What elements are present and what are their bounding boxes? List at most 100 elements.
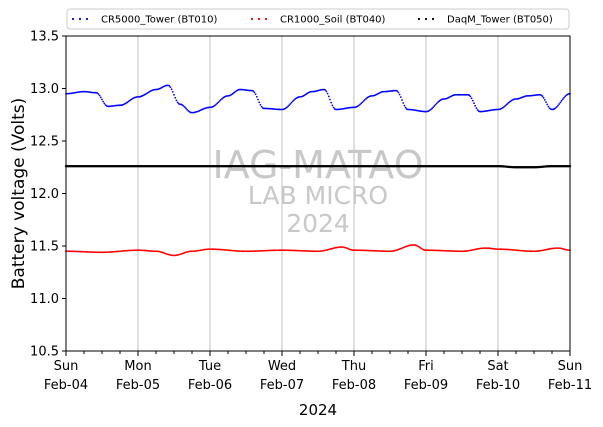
data-point (332, 106, 335, 109)
data-point (365, 97, 367, 100)
data-point (171, 90, 174, 93)
data-point (554, 107, 557, 109)
legend-label-cr1000: CR1000_Soil (BT040) (280, 15, 386, 26)
data-point (396, 90, 399, 92)
series-cr5000-tower-bt010- (65, 84, 571, 114)
data-point (104, 104, 107, 106)
data-point (431, 107, 433, 110)
legend-label-daqm: DaqM_Tower (BT050) (447, 15, 553, 26)
data-point (285, 106, 288, 109)
data-point (545, 101, 547, 104)
data-point (173, 93, 175, 96)
data-point (99, 96, 102, 99)
data-point (169, 86, 172, 89)
x-tick-label-date: Feb-09 (404, 378, 448, 393)
data-point (473, 102, 475, 105)
data-point (542, 96, 545, 99)
data-point (327, 95, 330, 98)
data-point (543, 98, 546, 101)
data-point (288, 104, 291, 107)
x-tick-label-day: Fri (418, 359, 434, 374)
vertical-gridlines (65, 36, 571, 351)
data-point (174, 96, 177, 99)
data-point (399, 96, 402, 99)
data-point (398, 93, 401, 96)
y-tick-label: 10.5 (30, 345, 59, 360)
data-point (260, 105, 263, 108)
data-point (175, 99, 178, 102)
legend-frame (66, 8, 570, 30)
y-tick-label: 12.0 (30, 187, 59, 202)
data-point (185, 107, 187, 110)
data-point (402, 102, 405, 104)
data-point (290, 101, 293, 104)
legend-entry-cr1000: CR1000_Soil (BT040) (250, 15, 386, 26)
data-point (469, 95, 472, 98)
data-point (564, 95, 567, 98)
y-tick-label: 11.5 (30, 240, 59, 255)
data-point (219, 98, 222, 101)
x-axis-label: 2024 (299, 401, 337, 419)
x-tick-label-date: Feb-05 (116, 378, 160, 393)
legend-marker-dot (71, 17, 75, 21)
watermark-line-2: LAB MICRO (248, 181, 388, 210)
data-point (253, 91, 256, 94)
data-point (555, 105, 558, 108)
data-point (468, 94, 471, 97)
data-point (563, 96, 565, 99)
data-point (363, 98, 366, 101)
data-point (186, 108, 189, 111)
x-tick-label-date: Feb-11 (548, 378, 592, 393)
data-point (504, 104, 507, 107)
data-point (98, 94, 101, 97)
legend-marker-dot (264, 17, 268, 21)
data-point (361, 101, 364, 104)
data-point (433, 105, 436, 107)
data-point (434, 103, 437, 106)
x-tick-label-date: Feb-07 (260, 378, 304, 393)
data-point (330, 101, 333, 104)
legend-marker-dot (431, 17, 435, 21)
data-point (168, 84, 171, 87)
legend-marker-cr5000 (71, 17, 89, 21)
data-point (503, 105, 505, 108)
x-axis: Sun Feb-04 Mon Feb-05 Tue Feb-06 Wed Feb-07 Thu F… (44, 351, 592, 393)
data-point (97, 93, 100, 95)
data-point (432, 106, 435, 109)
x-tick-label-day: Wed (268, 359, 296, 374)
data-point (259, 103, 262, 106)
data-point (221, 97, 223, 100)
data-point (216, 102, 219, 105)
data-point (254, 93, 257, 96)
data-point (287, 105, 289, 108)
data-point (547, 105, 550, 108)
data-point (218, 100, 221, 102)
data-point (289, 102, 292, 105)
y-tick-label: 13.5 (30, 30, 59, 45)
data-point (506, 102, 509, 105)
y-axis: 10.5 11.0 11.5 12.0 12.5 13.0 13.5 (30, 30, 66, 360)
data-point (170, 88, 173, 91)
data-point (404, 106, 407, 109)
data-point (559, 101, 562, 104)
data-point (561, 98, 564, 101)
data-point (359, 103, 361, 106)
data-point (507, 101, 510, 104)
x-tick-label-date: Feb-08 (332, 378, 376, 393)
y-tick-label: 13.0 (30, 82, 59, 97)
x-tick-label-date: Feb-04 (44, 378, 88, 393)
data-point (401, 99, 403, 101)
data-point (291, 100, 294, 103)
x-tick-label-date: Feb-10 (476, 378, 520, 393)
data-point (540, 94, 543, 97)
data-point (183, 106, 186, 109)
data-point (213, 104, 216, 107)
data-point (176, 101, 179, 104)
data-point (231, 92, 234, 95)
data-point (471, 99, 474, 102)
y-axis-label: Battery voltage (Volts) (9, 98, 29, 289)
data-point (362, 100, 365, 102)
legend: CR5000_Tower (BT010) CR1000_Soil (BT040)… (66, 8, 570, 30)
data-point (475, 107, 478, 110)
